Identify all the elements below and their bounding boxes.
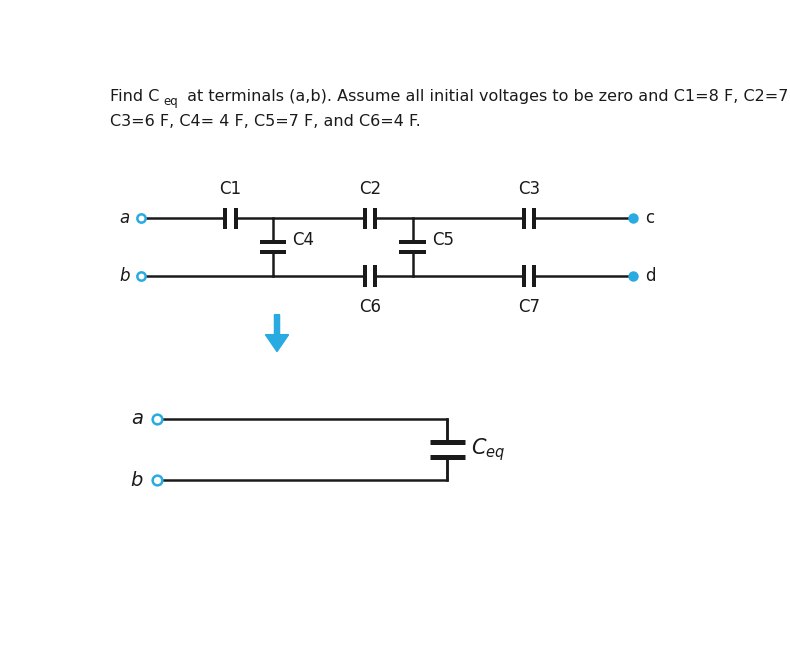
- FancyArrow shape: [265, 315, 288, 351]
- Text: C2: C2: [359, 181, 381, 198]
- Text: b: b: [130, 471, 143, 490]
- Text: $C_{eq}$: $C_{eq}$: [471, 436, 505, 463]
- Text: C7: C7: [518, 298, 540, 316]
- Text: a: a: [119, 209, 130, 228]
- Text: eq: eq: [164, 95, 179, 108]
- Text: c: c: [645, 209, 654, 228]
- Text: b: b: [119, 267, 130, 285]
- Text: C5: C5: [432, 231, 454, 248]
- Text: Find C: Find C: [111, 89, 160, 104]
- Text: C4: C4: [292, 231, 314, 248]
- Text: C3=6 F, C4= 4 F, C5=7 F, and C6=4 F.: C3=6 F, C4= 4 F, C5=7 F, and C6=4 F.: [111, 113, 421, 128]
- Text: a: a: [131, 409, 143, 428]
- Text: at terminals (a,b). Assume all initial voltages to be zero and C1=8 F, C2=7 F,: at terminals (a,b). Assume all initial v…: [182, 89, 790, 104]
- Text: d: d: [645, 267, 656, 285]
- Text: C1: C1: [220, 181, 242, 198]
- Text: C3: C3: [517, 181, 540, 198]
- Text: C6: C6: [359, 298, 381, 316]
